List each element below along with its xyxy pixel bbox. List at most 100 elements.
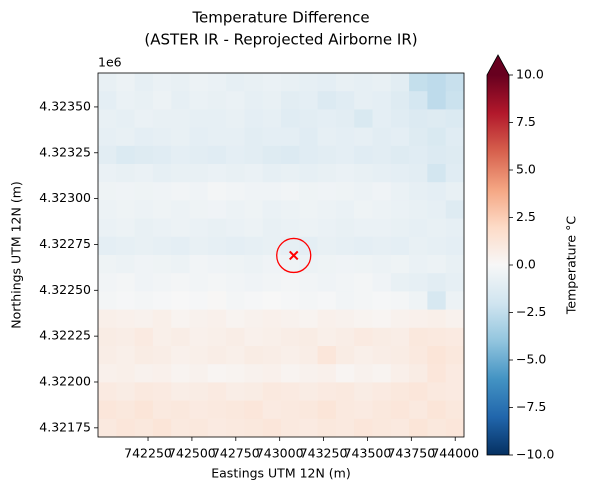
heat-cell: [335, 273, 355, 292]
heat-cell: [98, 218, 117, 238]
heat-cell: [262, 145, 282, 165]
heat-cell: [354, 400, 373, 420]
heat-cell: [354, 73, 373, 92]
heat-cell: [98, 291, 117, 310]
heat-cell: [152, 182, 172, 201]
heat-cell: [335, 255, 355, 274]
heat-cell: [427, 418, 447, 438]
heat-cell: [152, 109, 172, 128]
heat-cell: [152, 91, 172, 110]
heat-cell: [189, 346, 209, 365]
heat-cell: [317, 346, 337, 365]
heat-cell: [354, 346, 373, 365]
heat-cell: [262, 109, 282, 128]
colorbar-extend: [487, 55, 509, 75]
heat-cell: [98, 182, 117, 201]
heat-cell: [189, 255, 209, 274]
heat-cell: [335, 291, 355, 310]
heat-cell: [152, 145, 172, 165]
heat-cell: [317, 364, 337, 383]
heat-cell: [335, 382, 355, 401]
heat-cell: [427, 309, 447, 329]
heat-cell: [116, 291, 135, 310]
heat-cell: [427, 327, 447, 347]
heat-cell: [281, 145, 300, 165]
heat-cell: [372, 364, 392, 383]
heat-cell: [372, 73, 392, 92]
heat-cell: [354, 218, 373, 238]
y-tick-label: 4.32300: [39, 190, 91, 205]
heat-cell: [244, 109, 264, 128]
heat-cell: [427, 400, 447, 420]
heat-cell: [116, 309, 135, 329]
heat-cell: [244, 346, 264, 365]
y-tick-label: 4.32200: [39, 373, 91, 388]
heat-cell: [390, 364, 410, 383]
heat-cell: [317, 73, 337, 92]
heat-cell: [226, 145, 245, 165]
heat-cell: [354, 145, 373, 165]
heat-cell: [152, 382, 172, 401]
heat-cell: [445, 327, 465, 347]
heat-cell: [299, 127, 318, 147]
heat-cell: [134, 309, 154, 329]
heat-cell: [116, 164, 135, 183]
heat-cell: [116, 182, 135, 201]
heat-cell: [372, 255, 392, 274]
x-tick-label: 743000: [256, 446, 304, 461]
x-axis-label: Eastings UTM 12N (m): [211, 466, 351, 481]
heat-cell: [445, 91, 465, 110]
heat-cell: [317, 400, 337, 420]
x-tick-label: 743750: [387, 446, 435, 461]
heat-cell: [354, 273, 373, 292]
heat-cell: [98, 418, 117, 438]
heat-cell: [427, 291, 447, 310]
heat-cell: [427, 127, 447, 147]
heat-cell: [354, 127, 373, 147]
heat-cell: [244, 418, 264, 438]
heat-cell: [207, 382, 227, 401]
heat-cell: [98, 273, 117, 292]
heat-cell: [171, 400, 190, 420]
heat-cell: [262, 346, 282, 365]
heat-cell: [171, 364, 190, 383]
heat-cell: [390, 255, 410, 274]
heat-cell: [98, 327, 117, 347]
heat-cell: [299, 109, 318, 128]
heat-cell: [445, 145, 465, 165]
heat-cell: [409, 309, 428, 329]
heat-cell: [372, 109, 392, 128]
heat-cell: [171, 127, 190, 147]
heat-cell: [317, 109, 337, 128]
heat-cell: [226, 327, 245, 347]
heat-cell: [171, 200, 190, 219]
heat-cell: [152, 418, 172, 438]
heat-cell: [445, 255, 465, 274]
heat-cell: [152, 236, 172, 256]
heat-cell: [372, 346, 392, 365]
heat-cell: [189, 218, 209, 238]
heat-cell: [445, 109, 465, 128]
heat-cell: [152, 346, 172, 365]
heat-cell: [445, 382, 465, 401]
heat-cell: [372, 418, 392, 438]
heat-cell: [171, 382, 190, 401]
heat-cell: [171, 236, 190, 256]
heat-cell: [335, 200, 355, 219]
heat-cell: [372, 200, 392, 219]
heat-cell: [207, 200, 227, 219]
x-tick-label: 742750: [212, 446, 260, 461]
heat-cell: [116, 73, 135, 92]
heat-cell: [354, 418, 373, 438]
heat-cell: [281, 291, 300, 310]
heat-cell: [390, 164, 410, 183]
heat-cell: [189, 73, 209, 92]
colorbar-tick-label: −5.0: [516, 352, 546, 367]
heat-cell: [134, 255, 154, 274]
heat-cell: [262, 327, 282, 347]
heat-cell: [207, 127, 227, 147]
heat-cell: [281, 346, 300, 365]
x-tick-label: 743500: [344, 446, 392, 461]
heat-cell: [281, 273, 300, 292]
heat-cell: [445, 218, 465, 238]
